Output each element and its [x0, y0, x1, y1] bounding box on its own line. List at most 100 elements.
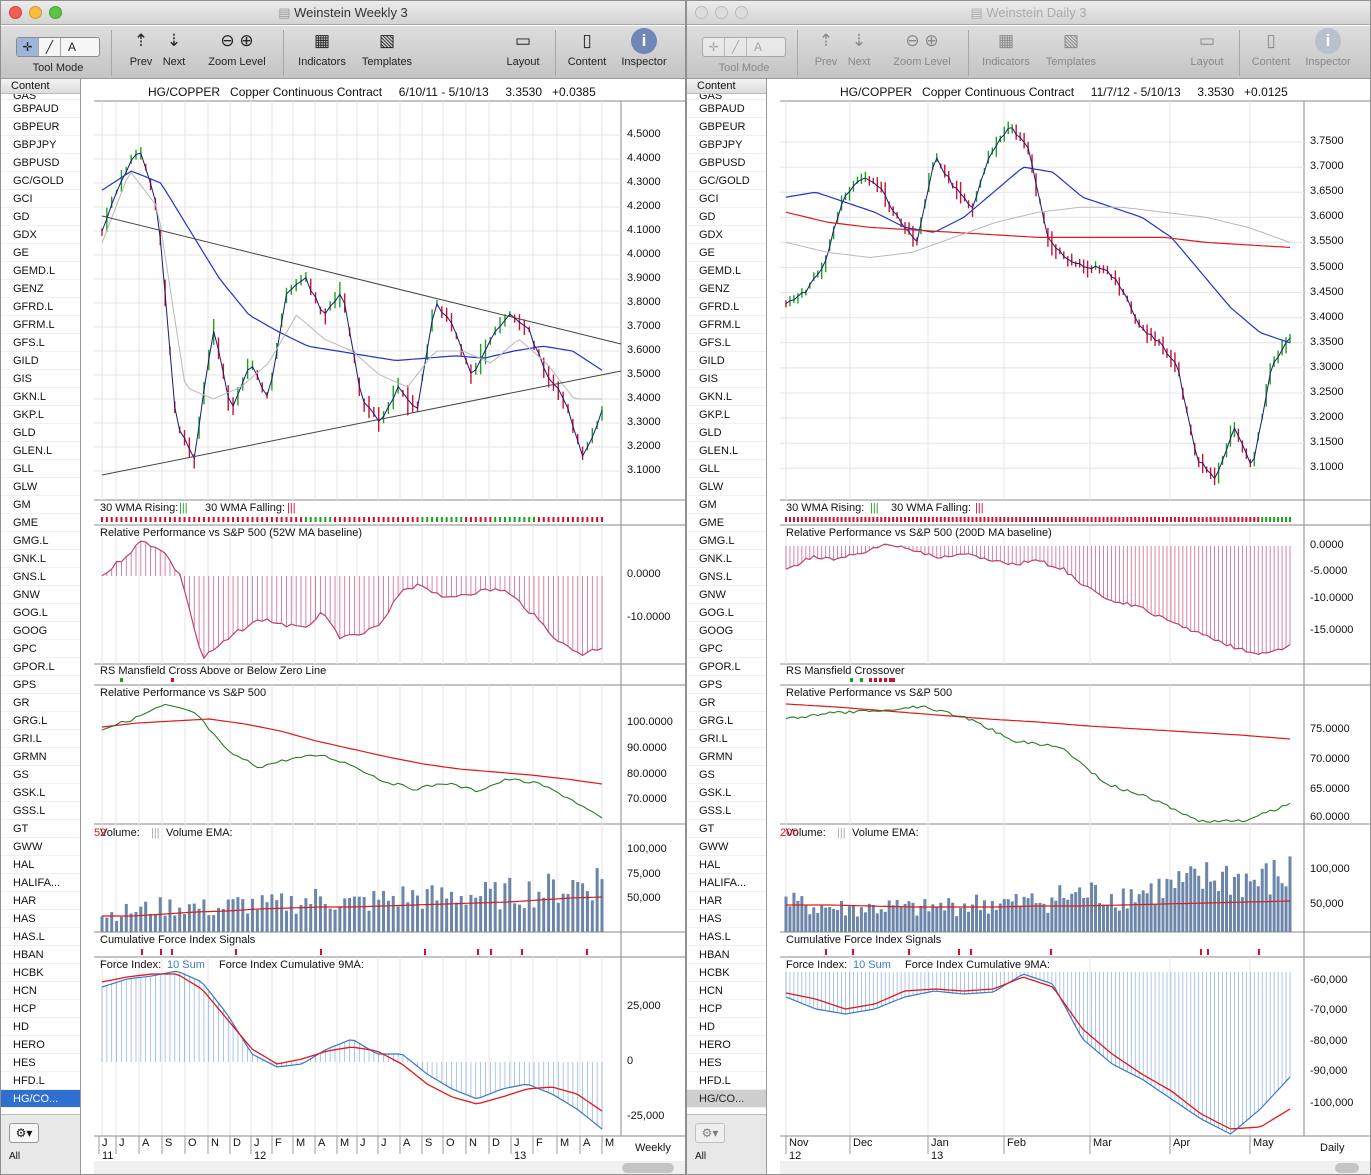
symbol-item[interactable]: GE — [1, 244, 80, 262]
symbol-item[interactable]: GC/GOLD — [1, 172, 80, 190]
gear-icon[interactable]: ⚙▾ — [9, 1123, 39, 1143]
text-tool-icon[interactable]: A — [67, 40, 76, 54]
weekly-titlebar[interactable]: ▤ Weinstein Weekly 3 — [1, 1, 685, 25]
symbol-item[interactable]: HAL — [1, 856, 80, 874]
symbol-item[interactable]: GILD — [687, 352, 766, 370]
symbol-item[interactable]: GKN.L — [687, 388, 766, 406]
symbol-item[interactable]: GSS.L — [687, 802, 766, 820]
symbol-item[interactable]: HBAN — [687, 946, 766, 964]
symbol-item[interactable]: GS — [1, 766, 80, 784]
zoom-level-button[interactable]: ⊖ ⊕ Zoom Level — [202, 26, 272, 68]
symbol-item[interactable]: HALIFA... — [687, 874, 766, 892]
symbol-item[interactable]: GIS — [1, 370, 80, 388]
daily-chart-area[interactable]: HG/COPPER Copper Continuous Contract 11/… — [780, 79, 1370, 1174]
symbol-item[interactable]: HALIFA... — [1, 874, 80, 892]
symbol-item[interactable]: GSS.L — [1, 802, 80, 820]
line-tool-icon[interactable]: ╱ — [725, 38, 747, 56]
symbol-item[interactable]: GNS.L — [687, 568, 766, 586]
zoom-button[interactable] — [49, 6, 62, 19]
symbol-item[interactable]: GOOG — [1, 622, 80, 640]
symbol-item[interactable]: GBPAUD — [1, 100, 80, 118]
symbol-item[interactable]: GLEN.L — [687, 442, 766, 460]
symbol-item[interactable]: HCP — [1, 1000, 80, 1018]
symbol-item[interactable]: GBPJPY — [1, 136, 80, 154]
symbol-partial[interactable]: GAS — [1, 94, 80, 100]
symbol-item[interactable]: HCP — [687, 1000, 766, 1018]
symbol-item[interactable]: GFS.L — [687, 334, 766, 352]
symbol-item[interactable]: GENZ — [687, 280, 766, 298]
text-tool-icon[interactable]: A — [753, 40, 762, 54]
symbol-item[interactable]: GPS — [1, 676, 80, 694]
symbol-item[interactable]: HFD.L — [1, 1072, 80, 1090]
minimize-button[interactable] — [715, 6, 728, 19]
daily-titlebar[interactable]: ▤ Weinstein Daily 3 — [687, 1, 1370, 25]
symbol-item[interactable]: GFS.L — [1, 334, 80, 352]
symbol-item[interactable]: HD — [687, 1018, 766, 1036]
symbol-item[interactable]: HG/CO... — [687, 1090, 766, 1108]
symbol-item[interactable]: GOG.L — [1, 604, 80, 622]
symbol-item[interactable]: GPC — [687, 640, 766, 658]
content-button[interactable]: ▯ Content — [1247, 26, 1295, 68]
prev-button[interactable]: ⇡ Prev — [126, 26, 156, 68]
symbol-item[interactable]: GME — [1, 514, 80, 532]
symbol-item[interactable]: GBPJPY — [687, 136, 766, 154]
close-button[interactable] — [695, 6, 708, 19]
symbol-item[interactable]: GD — [1, 208, 80, 226]
symbol-item[interactable]: GNK.L — [1, 550, 80, 568]
symbol-item[interactable]: GWW — [687, 838, 766, 856]
gear-icon[interactable]: ⚙▾ — [695, 1123, 725, 1143]
symbol-item[interactable]: GOG.L — [687, 604, 766, 622]
symbol-item[interactable]: HAS — [687, 910, 766, 928]
templates-button[interactable]: ▧ Templates — [1040, 26, 1102, 68]
symbol-item[interactable]: GNW — [1, 586, 80, 604]
prev-button[interactable]: ⇡ Prev — [811, 26, 841, 68]
symbol-item[interactable]: GOOG — [687, 622, 766, 640]
symbol-item[interactable]: GLL — [687, 460, 766, 478]
content-button[interactable]: ▯ Content — [563, 26, 611, 68]
symbol-list-header[interactable]: Content — [687, 79, 766, 94]
symbol-item[interactable]: GR — [1, 694, 80, 712]
symbol-item[interactable]: GNK.L — [687, 550, 766, 568]
symbol-partial[interactable]: GAS — [687, 94, 766, 100]
symbol-item[interactable]: GM — [687, 496, 766, 514]
symbol-item[interactable]: GLW — [687, 478, 766, 496]
symbol-list-header[interactable]: Content — [1, 79, 80, 94]
symbol-item[interactable]: GSK.L — [687, 784, 766, 802]
inspector-button[interactable]: i Inspector — [616, 26, 672, 68]
symbol-item[interactable]: GRMN — [1, 748, 80, 766]
symbol-item[interactable]: HCN — [1, 982, 80, 1000]
symbol-item[interactable]: GKP.L — [1, 406, 80, 424]
symbol-item[interactable]: GILD — [1, 352, 80, 370]
symbol-item[interactable]: GFRD.L — [1, 298, 80, 316]
symbol-item[interactable]: GLD — [1, 424, 80, 442]
symbol-item[interactable]: GD — [687, 208, 766, 226]
symbol-item[interactable]: GMG.L — [687, 532, 766, 550]
symbol-item[interactable]: HBAN — [1, 946, 80, 964]
symbol-item[interactable]: HD — [1, 1018, 80, 1036]
crosshair-tool-icon[interactable]: ✛ — [17, 38, 39, 56]
symbol-item[interactable]: GBPUSD — [1, 154, 80, 172]
close-button[interactable] — [9, 6, 22, 19]
symbol-item[interactable]: GPOR.L — [1, 658, 80, 676]
symbol-item[interactable]: HERO — [1, 1036, 80, 1054]
symbol-item[interactable]: GT — [1, 820, 80, 838]
symbol-item[interactable]: HFD.L — [687, 1072, 766, 1090]
symbol-item[interactable]: HAS.L — [1, 928, 80, 946]
symbol-item[interactable]: GLEN.L — [1, 442, 80, 460]
symbol-item[interactable]: GFRM.L — [1, 316, 80, 334]
symbol-item[interactable]: GFRD.L — [687, 298, 766, 316]
symbol-item[interactable]: GNS.L — [1, 568, 80, 586]
zoom-level-button[interactable]: ⊖ ⊕ Zoom Level — [887, 26, 957, 68]
symbol-item[interactable]: GCI — [687, 190, 766, 208]
symbol-item[interactable]: GRG.L — [687, 712, 766, 730]
symbol-item[interactable]: GEMD.L — [1, 262, 80, 280]
symbol-item[interactable]: GCI — [1, 190, 80, 208]
symbol-item[interactable]: GLW — [1, 478, 80, 496]
symbol-item[interactable]: GFRM.L — [687, 316, 766, 334]
crosshair-tool-icon[interactable]: ✛ — [703, 38, 725, 56]
symbol-item[interactable]: GIS — [687, 370, 766, 388]
tool-mode-control[interactable]: ✛ ╱ A Tool Mode — [702, 26, 786, 74]
symbol-item[interactable]: GEMD.L — [687, 262, 766, 280]
symbol-item[interactable]: GC/GOLD — [687, 172, 766, 190]
symbol-item[interactable]: GLD — [687, 424, 766, 442]
